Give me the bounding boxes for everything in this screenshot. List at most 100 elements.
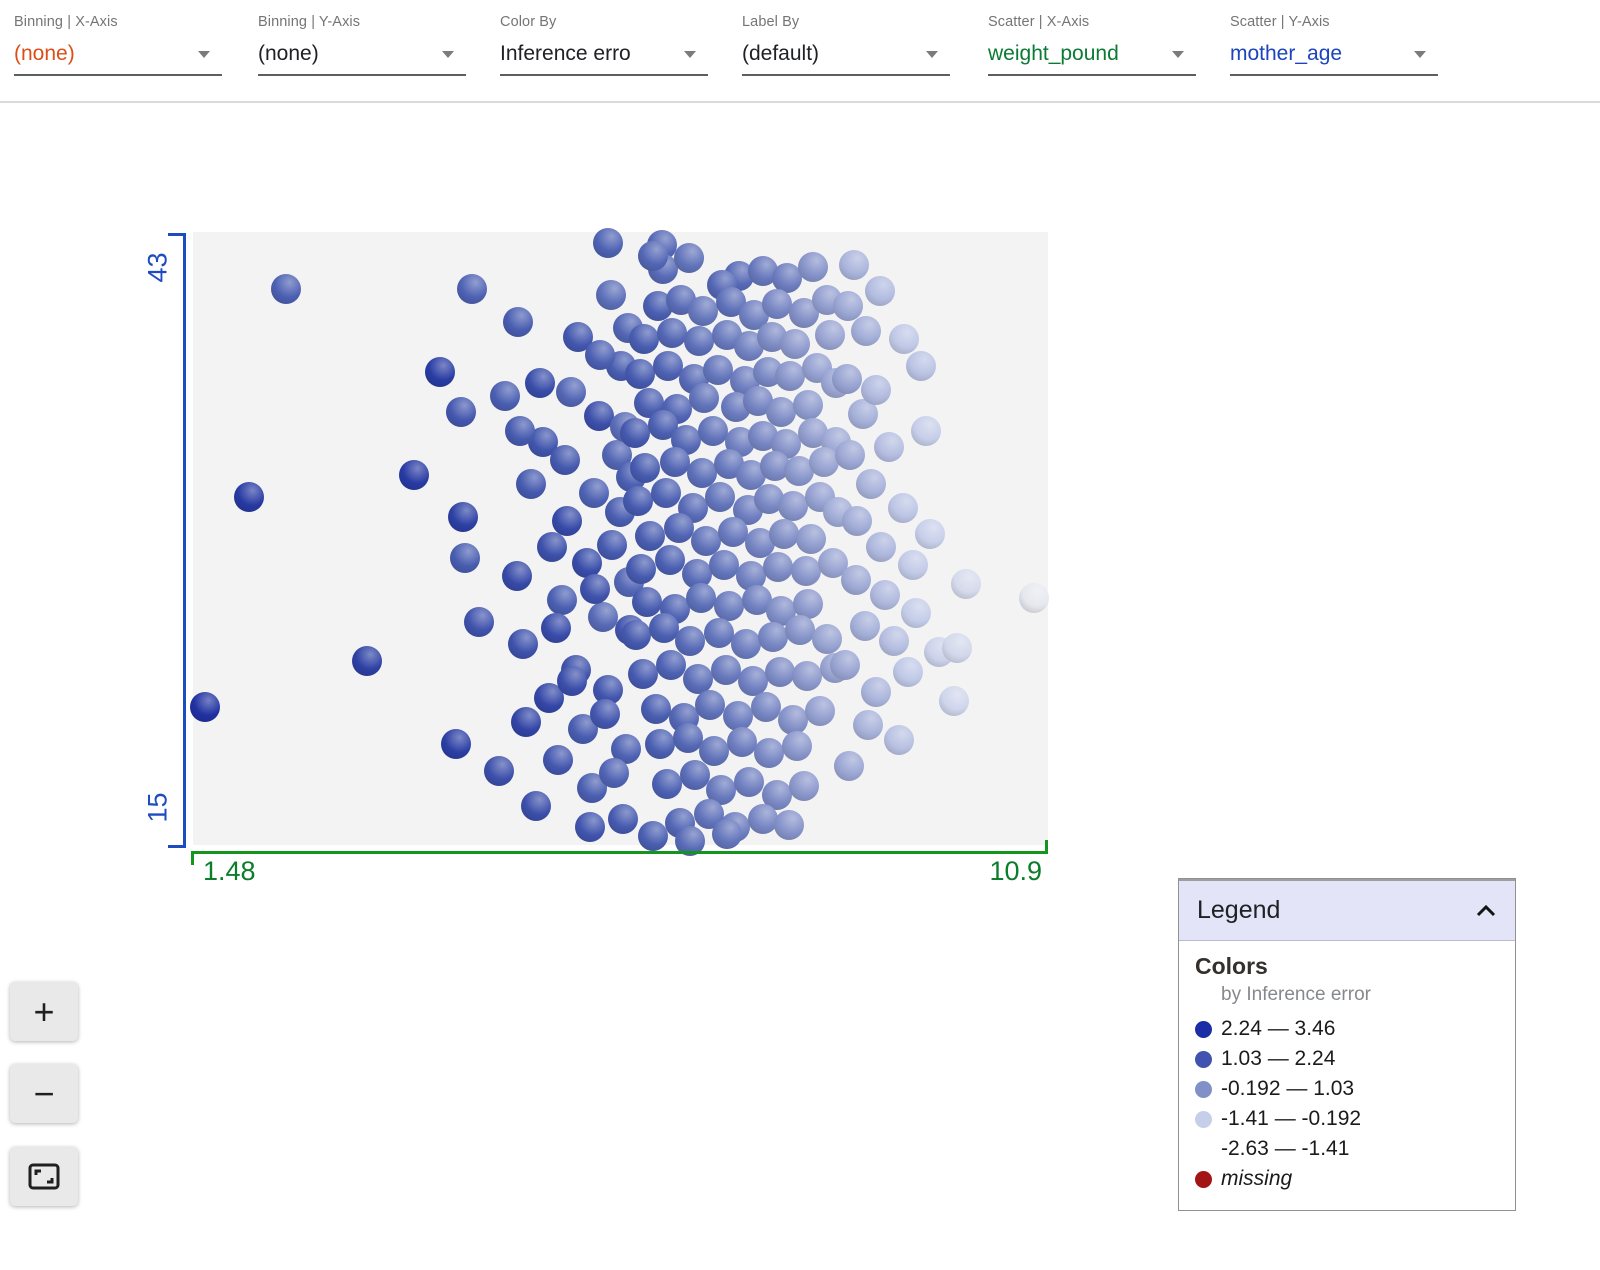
scatter-point[interactable] xyxy=(833,291,864,322)
scatter-point[interactable] xyxy=(511,707,542,738)
scatter-point[interactable] xyxy=(663,512,694,543)
scatter-point[interactable] xyxy=(635,521,666,552)
scatter-point[interactable] xyxy=(888,324,919,355)
scatter-point[interactable] xyxy=(682,663,713,694)
scatter-point[interactable] xyxy=(840,565,871,596)
scatter-point[interactable] xyxy=(853,709,884,740)
scatter-point[interactable] xyxy=(629,324,660,355)
scatter-point[interactable] xyxy=(777,705,808,736)
scatter-point[interactable] xyxy=(829,650,860,681)
scatter-point[interactable] xyxy=(765,657,796,688)
scatter-point[interactable] xyxy=(727,727,758,758)
scatter-point[interactable] xyxy=(504,416,535,447)
scatter-point[interactable] xyxy=(588,602,619,633)
scatter-point[interactable] xyxy=(834,751,865,782)
scatter-point[interactable] xyxy=(951,569,982,600)
scatter-point[interactable] xyxy=(189,692,220,723)
legend-header[interactable]: Legend xyxy=(1179,879,1515,941)
scatter-point[interactable] xyxy=(779,328,810,359)
scatter-point[interactable] xyxy=(861,374,892,405)
scatter-point[interactable] xyxy=(624,359,655,390)
scatter-point[interactable] xyxy=(483,755,514,786)
scatter-point[interactable] xyxy=(441,729,472,760)
scatter-point[interactable] xyxy=(911,416,942,447)
scatter-point[interactable] xyxy=(592,227,623,258)
scatter-point[interactable] xyxy=(797,252,828,283)
fit-to-screen-button[interactable] xyxy=(10,1147,78,1206)
scatter-point[interactable] xyxy=(750,692,781,723)
scatter-point[interactable] xyxy=(734,766,765,797)
scatter-point[interactable] xyxy=(659,446,690,477)
scatter-point[interactable] xyxy=(556,376,587,407)
scatter-point[interactable] xyxy=(508,628,539,659)
label-by-dropdown[interactable]: Label By (default) xyxy=(742,14,950,76)
scatter-point[interactable] xyxy=(788,770,819,801)
scatter-point[interactable] xyxy=(711,819,742,850)
scatter-point[interactable] xyxy=(688,295,719,326)
scatter-point[interactable] xyxy=(842,505,873,536)
scatter-point[interactable] xyxy=(683,326,714,357)
scatter-point[interactable] xyxy=(887,492,918,523)
scatter-point[interactable] xyxy=(571,547,602,578)
scatter-point[interactable] xyxy=(831,363,862,394)
scatter-point[interactable] xyxy=(893,657,924,688)
scatter-point[interactable] xyxy=(537,532,568,563)
scatter-point[interactable] xyxy=(777,490,808,521)
scatter-point[interactable] xyxy=(738,665,769,696)
scatter-point[interactable] xyxy=(450,543,481,574)
scatter-point[interactable] xyxy=(608,803,639,834)
scatter-point[interactable] xyxy=(860,676,891,707)
scatter-point[interactable] xyxy=(550,444,581,475)
scatter-plot-area[interactable] xyxy=(189,227,1050,856)
scatter-point[interactable] xyxy=(620,418,651,449)
scatter-point[interactable] xyxy=(812,624,843,655)
scatter-point[interactable] xyxy=(579,477,610,508)
scatter-point[interactable] xyxy=(695,689,726,720)
scatter-point[interactable] xyxy=(590,698,621,729)
scatter-point[interactable] xyxy=(620,619,651,650)
scatter-point[interactable] xyxy=(630,453,660,484)
scatter-point[interactable] xyxy=(774,810,805,841)
scatter-point[interactable] xyxy=(456,273,487,304)
scatter-point[interactable] xyxy=(584,339,615,370)
scatter-point[interactable] xyxy=(424,357,455,388)
scatter-point[interactable] xyxy=(815,319,846,350)
scatter-y-dropdown[interactable]: Scatter | Y-Axis mother_age xyxy=(1230,14,1438,76)
scatter-point[interactable] xyxy=(865,276,896,307)
scatter-point[interactable] xyxy=(626,554,657,585)
scatter-point[interactable] xyxy=(551,505,582,536)
scatter-point[interactable] xyxy=(652,350,683,381)
scatter-point[interactable] xyxy=(638,821,669,852)
scatter-point[interactable] xyxy=(657,317,688,348)
scatter-point[interactable] xyxy=(1019,582,1050,613)
scatter-point[interactable] xyxy=(710,654,741,685)
scatter-point[interactable] xyxy=(796,523,827,554)
scatter-point[interactable] xyxy=(942,632,973,663)
zoom-out-button[interactable]: − xyxy=(10,1064,78,1123)
scatter-point[interactable] xyxy=(574,812,605,843)
scatter-point[interactable] xyxy=(808,446,839,477)
scatter-point[interactable] xyxy=(515,468,546,499)
scatter-point[interactable] xyxy=(541,613,572,644)
binning-x-dropdown[interactable]: Binning | X-Axis (none) xyxy=(14,14,222,76)
scatter-point[interactable] xyxy=(805,696,836,727)
scatter-point[interactable] xyxy=(502,306,533,337)
scatter-point[interactable] xyxy=(761,289,792,320)
scatter-point[interactable] xyxy=(768,519,799,550)
scatter-point[interactable] xyxy=(675,825,706,856)
scatter-point[interactable] xyxy=(651,768,682,799)
scatter-point[interactable] xyxy=(644,729,675,760)
scatter-point[interactable] xyxy=(851,315,882,346)
scatter-point[interactable] xyxy=(399,460,430,490)
scatter-point[interactable] xyxy=(445,396,476,427)
scatter-point[interactable] xyxy=(766,396,797,427)
scatter-point[interactable] xyxy=(730,628,761,659)
scatter-x-dropdown[interactable]: Scatter | X-Axis weight_pound xyxy=(988,14,1196,76)
scatter-point[interactable] xyxy=(650,477,681,508)
scatter-point[interactable] xyxy=(649,613,680,644)
scatter-point[interactable] xyxy=(915,519,945,550)
scatter-point[interactable] xyxy=(938,685,969,716)
scatter-point[interactable] xyxy=(447,501,478,532)
scatter-point[interactable] xyxy=(580,573,611,604)
scatter-point[interactable] xyxy=(793,389,824,420)
